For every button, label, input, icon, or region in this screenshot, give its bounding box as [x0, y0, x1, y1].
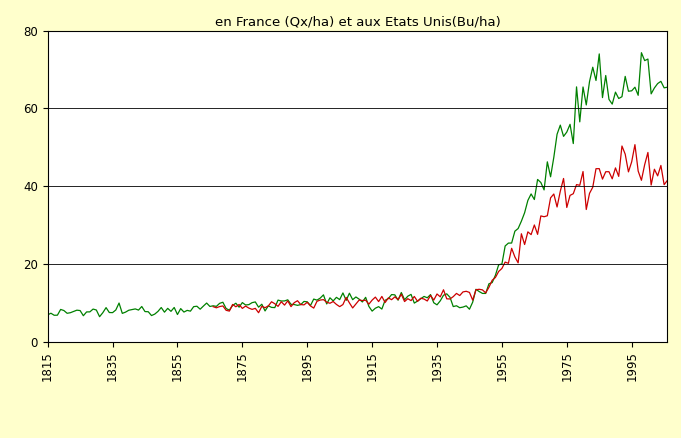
Title: en France (Qx/ha) et aux Etats Unis(Bu/ha): en France (Qx/ha) et aux Etats Unis(Bu/h… [215, 15, 501, 28]
